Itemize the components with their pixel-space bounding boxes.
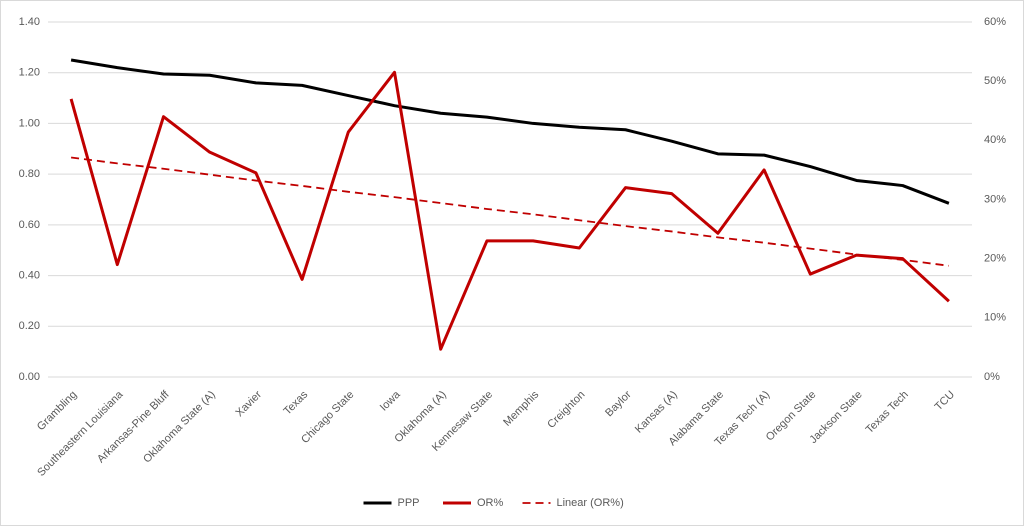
y-tick-label: 0.60 [19,219,40,231]
y-tick-label: 1.00 [19,117,40,129]
y2-tick-label: 50% [984,75,1006,87]
y2-tick-label: 60% [984,16,1006,28]
legend-label: Linear (OR%) [557,497,624,509]
series-line [70,156,950,267]
y2-tick-label: 20% [984,253,1006,265]
y-tick-label: 0.80 [19,168,40,180]
y2-tick-label: 0% [984,371,1000,383]
y2-tick-label: 40% [984,134,1006,146]
legend-label: OR% [477,497,504,509]
y-tick-label: 0.40 [19,269,40,281]
legend-label: PPP [398,497,420,509]
y2-tick-label: 10% [984,312,1006,324]
y-tick-label: 0.00 [19,371,40,383]
series-line [69,70,950,351]
y-tick-label: 0.20 [19,320,40,332]
y-tick-label: 1.40 [19,16,40,28]
y-tick-label: 1.20 [19,67,40,79]
y2-tick-label: 30% [984,193,1006,205]
series-line [70,58,950,205]
